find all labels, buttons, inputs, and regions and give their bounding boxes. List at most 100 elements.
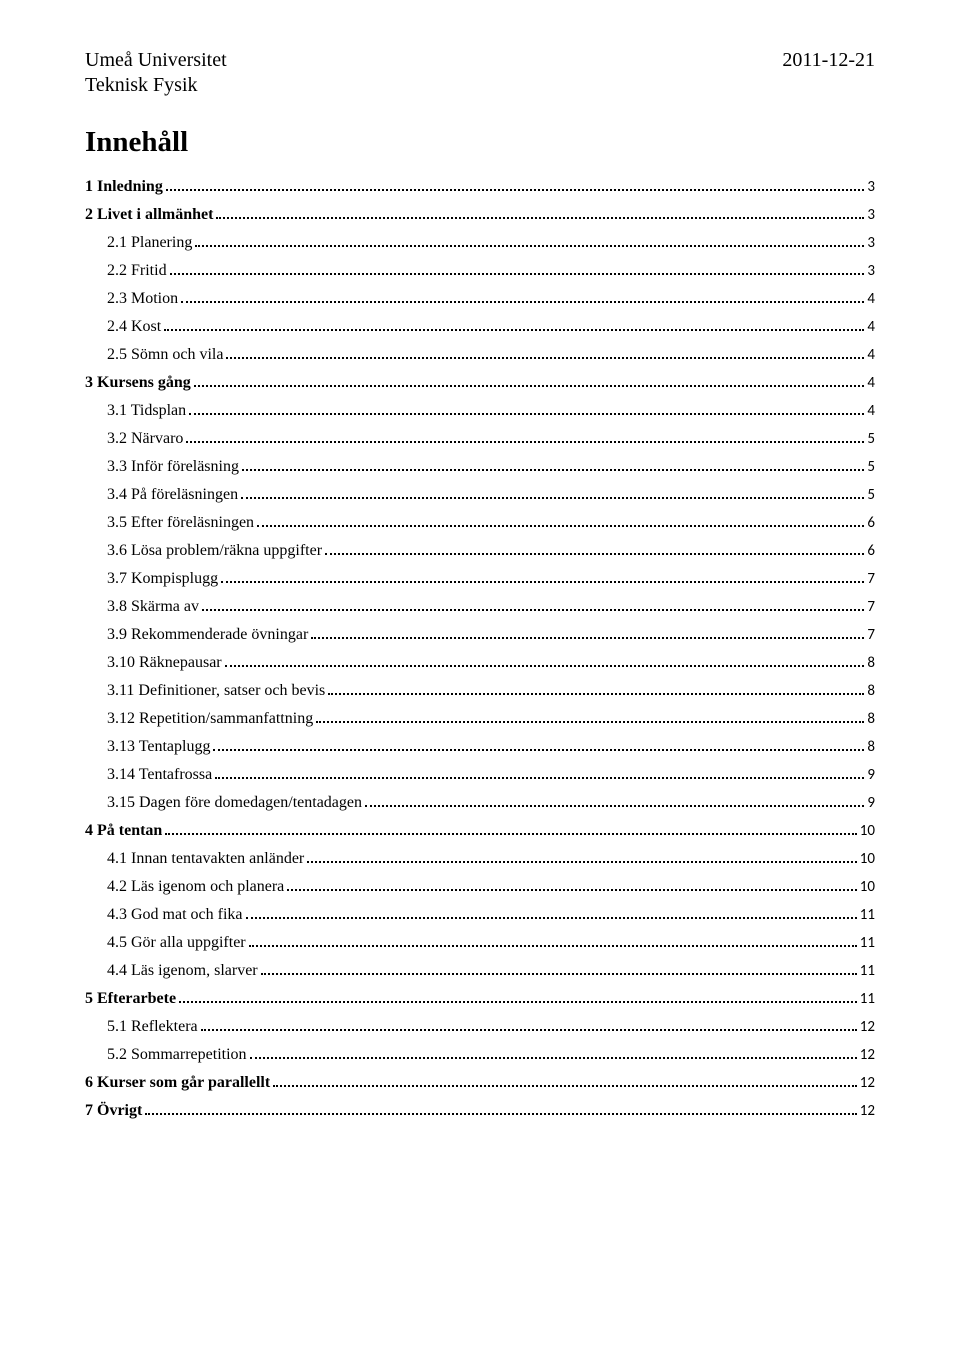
toc-entry-label: 3.3 Inför föreläsning (107, 459, 239, 475)
toc-entry-label: 5.1 Reflektera (107, 1019, 198, 1035)
toc-entry[interactable]: 5.2 Sommarrepetition 12 (85, 1041, 875, 1069)
toc-entry-label: 2.5 Sömn och vila (107, 347, 223, 363)
toc-entry[interactable]: 3.4 På föreläsningen5 (85, 481, 875, 509)
toc-entry-label: 3.12 Repetition/sammanfattning (107, 711, 313, 727)
header-date: 2011-12-21 (782, 48, 875, 98)
toc-leader (257, 516, 864, 527)
toc-entry-page: 7 (867, 600, 875, 615)
toc-leader (213, 740, 864, 751)
toc-leader (189, 404, 864, 415)
toc-entry-label: 4.4 Läs igenom, slarver (107, 963, 258, 979)
toc-entry-label: 3.14 Tentafrossa (107, 767, 212, 783)
toc-entry[interactable]: 7 Övrigt12 (85, 1097, 875, 1125)
toc-entry[interactable]: 3.8 Skärma av 7 (85, 593, 875, 621)
toc-entry[interactable]: 4 På tentan10 (85, 817, 875, 845)
toc-entry[interactable]: 3.9 Rekommenderade övningar7 (85, 621, 875, 649)
toc-entry[interactable]: 3.7 Kompisplugg7 (85, 565, 875, 593)
toc-entry-label: 4.3 God mat och fika (107, 907, 243, 923)
toc-entry-label: 6 Kurser som går parallellt (85, 1075, 270, 1091)
toc-entry[interactable]: 1 Inledning3 (85, 173, 875, 201)
toc-entry-label: 5.2 Sommarrepetition (107, 1047, 247, 1063)
toc-entry-page: 11 (860, 992, 875, 1007)
toc-leader (201, 1020, 857, 1031)
toc-leader (365, 796, 864, 807)
toc-entry-page: 8 (867, 684, 875, 699)
toc-entry-label: 2.3 Motion (107, 291, 178, 307)
toc-entry-page: 8 (867, 740, 875, 755)
toc-entry-page: 4 (867, 292, 875, 307)
toc-leader (325, 544, 864, 555)
toc-entry-label: 4.5 Gör alla uppgifter (107, 935, 246, 951)
toc-entry[interactable]: 3.15 Dagen före domedagen/tentadagen 9 (85, 789, 875, 817)
toc-entry-page: 9 (867, 796, 875, 811)
page-header: Umeå Universitet Teknisk Fysik 2011-12-2… (85, 48, 875, 98)
header-left: Umeå Universitet Teknisk Fysik (85, 48, 227, 98)
toc-entry-page: 7 (867, 628, 875, 643)
toc-entry-page: 3 (867, 236, 875, 251)
toc-leader (194, 376, 865, 387)
toc-entry-page: 12 (860, 1048, 875, 1063)
toc-entry[interactable]: 3.14 Tentafrossa 9 (85, 761, 875, 789)
toc-entry-page: 5 (867, 460, 875, 475)
toc-leader (221, 572, 864, 583)
toc-entry-label: 4.1 Innan tentavakten anländer (107, 851, 304, 867)
toc-leader (250, 1048, 857, 1059)
toc-entry[interactable]: 5 Efterarbete11 (85, 985, 875, 1013)
toc-entry-page: 6 (867, 544, 875, 559)
toc-entry-label: 3.13 Tentaplugg (107, 739, 210, 755)
toc-entry-label: 3.8 Skärma av (107, 599, 199, 615)
toc-leader (170, 264, 865, 275)
toc-entry-page: 6 (867, 516, 875, 531)
toc-leader (215, 768, 864, 779)
toc-entry[interactable]: 3.12 Repetition/sammanfattning8 (85, 705, 875, 733)
toc-leader (179, 992, 857, 1003)
toc-leader (195, 236, 864, 247)
toc-leader (242, 460, 864, 471)
toc-entry-page: 4 (867, 348, 875, 363)
toc-leader (261, 964, 857, 975)
toc-leader (181, 292, 864, 303)
toc-leader (225, 656, 865, 667)
toc-entry[interactable]: 4.5 Gör alla uppgifter 11 (85, 929, 875, 957)
toc-entry[interactable]: 4.2 Läs igenom och planera10 (85, 873, 875, 901)
toc-entry[interactable]: 2.5 Sömn och vila 4 (85, 341, 875, 369)
toc-entry[interactable]: 3.3 Inför föreläsning 5 (85, 453, 875, 481)
toc-entry-label: 2.1 Planering (107, 235, 192, 251)
toc-entry-page: 3 (867, 264, 875, 279)
toc-entry[interactable]: 3.5 Efter föreläsningen 6 (85, 509, 875, 537)
toc-entry[interactable]: 2.1 Planering 3 (85, 229, 875, 257)
toc-entry-label: 3.10 Räknepausar (107, 655, 222, 671)
toc-entry[interactable]: 3.6 Lösa problem/räkna uppgifter6 (85, 537, 875, 565)
toc-entry[interactable]: 3.10 Räknepausar8 (85, 649, 875, 677)
toc-entry[interactable]: 2.4 Kost4 (85, 313, 875, 341)
toc-entry[interactable]: 3.13 Tentaplugg 8 (85, 733, 875, 761)
toc-entry-page: 9 (867, 768, 875, 783)
toc-leader (273, 1076, 857, 1087)
toc-leader (226, 348, 864, 359)
toc-entry[interactable]: 3 Kursens gång4 (85, 369, 875, 397)
toc-title: Innehåll (85, 126, 875, 159)
toc-entry-label: 3.5 Efter föreläsningen (107, 515, 254, 531)
toc-entry[interactable]: 4.4 Läs igenom, slarver11 (85, 957, 875, 985)
toc-entry[interactable]: 2.2 Fritid 3 (85, 257, 875, 285)
toc-entry-page: 4 (867, 320, 875, 335)
toc-entry[interactable]: 3.2 Närvaro5 (85, 425, 875, 453)
toc-entry-page: 12 (860, 1104, 875, 1119)
toc-entry[interactable]: 3.1 Tidsplan4 (85, 397, 875, 425)
toc-entry[interactable]: 2 Livet i allmänhet3 (85, 201, 875, 229)
institution: Umeå Universitet (85, 48, 227, 73)
toc-entry-label: 3.7 Kompisplugg (107, 571, 218, 587)
toc-entry-page: 5 (867, 488, 875, 503)
toc-entry[interactable]: 3.11 Definitioner, satser och bevis8 (85, 677, 875, 705)
toc-entry-label: 3.15 Dagen före domedagen/tentadagen (107, 795, 362, 811)
toc-entry-page: 11 (860, 936, 875, 951)
toc-entry[interactable]: 4.1 Innan tentavakten anländer10 (85, 845, 875, 873)
toc-entry[interactable]: 2.3 Motion 4 (85, 285, 875, 313)
toc-entry[interactable]: 6 Kurser som går parallellt12 (85, 1069, 875, 1097)
toc-entry-label: 3.2 Närvaro (107, 431, 183, 447)
toc-entry-label: 2.2 Fritid (107, 263, 167, 279)
toc-entry-page: 3 (867, 180, 875, 195)
toc-leader (246, 908, 857, 919)
toc-entry[interactable]: 4.3 God mat och fika11 (85, 901, 875, 929)
toc-entry[interactable]: 5.1 Reflektera12 (85, 1013, 875, 1041)
